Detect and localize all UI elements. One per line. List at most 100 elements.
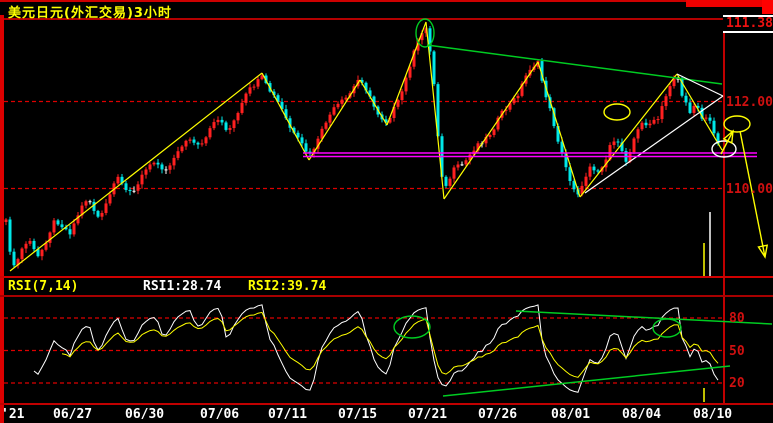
candle-body (28, 240, 32, 244)
yellow-highlight-ellipse (603, 103, 631, 121)
candle-body (48, 232, 52, 243)
candle-body (360, 79, 364, 83)
candle-body (388, 117, 392, 123)
candle-body (160, 164, 164, 170)
candle-body (276, 95, 280, 102)
candle-body (564, 153, 568, 168)
candle-body (336, 103, 340, 108)
candle-body (184, 140, 188, 147)
yellow-trendline (261, 72, 310, 161)
candle-body (132, 190, 136, 192)
white-trendline (584, 95, 724, 194)
candle-body (328, 114, 332, 123)
candle-body (8, 219, 12, 252)
candle-body (304, 143, 308, 152)
candle-body (648, 123, 652, 126)
candle-body (188, 139, 192, 141)
yellow-trendline (425, 21, 445, 200)
yellow-trendline (359, 79, 388, 126)
candle-body (16, 259, 20, 266)
candle-body (124, 183, 128, 190)
candle-body (652, 119, 656, 124)
candle-body (684, 95, 688, 103)
candle-body (540, 61, 544, 81)
candle-body (560, 141, 564, 154)
gridlines (4, 100, 723, 384)
arrow-head (757, 244, 769, 259)
candle-body (116, 176, 120, 184)
candle-body (580, 185, 584, 195)
candle-body (152, 162, 156, 165)
candle-body (508, 103, 512, 110)
candle-body (216, 119, 220, 123)
candle-body (556, 126, 560, 142)
candle-body (148, 164, 152, 170)
yellow-highlight-ellipse (723, 115, 751, 133)
candle-body (224, 122, 228, 130)
candle-body (704, 117, 708, 119)
candle-body (108, 194, 112, 204)
candle-body (404, 77, 408, 92)
candle-body (172, 157, 176, 166)
candle-body (396, 100, 400, 107)
candle-body (84, 201, 88, 206)
candle-body (432, 51, 436, 85)
candle-body (4, 219, 8, 222)
candle-body (668, 86, 672, 97)
candle-body (312, 148, 316, 154)
yellow-trendline (308, 79, 361, 161)
candle-body (468, 154, 472, 161)
candle-body (548, 97, 552, 109)
arrow-annotation (720, 129, 734, 155)
candle-body (460, 164, 464, 166)
candle-body (664, 96, 668, 107)
candle-body (368, 90, 372, 97)
candle-body (332, 107, 336, 115)
candle-body (708, 117, 712, 121)
candle-body (692, 105, 696, 113)
candle-body (220, 119, 224, 123)
candle-body (640, 122, 644, 130)
green-trendline (426, 44, 723, 85)
candle-body (40, 249, 44, 257)
green-highlight-ellipse (393, 315, 431, 339)
candle-body (620, 142, 624, 152)
candle-body (252, 86, 256, 88)
rsi1-line (33, 304, 719, 393)
candle-body (100, 212, 104, 217)
candle-body (128, 189, 132, 192)
candle-body (672, 78, 676, 87)
candle-body (292, 127, 296, 133)
candle-body (520, 83, 524, 96)
candle-body (104, 203, 108, 213)
candle-body (240, 102, 244, 113)
yellow-trendline (386, 21, 427, 126)
rsi2-line (61, 311, 719, 378)
candle-body (696, 105, 700, 108)
green-highlight-ellipse (652, 318, 682, 338)
candle-body (344, 97, 348, 100)
candle-body (364, 82, 368, 91)
candle-body (300, 137, 304, 144)
candle-body (92, 201, 96, 211)
candle-body (416, 40, 420, 51)
candle-body (260, 75, 264, 80)
candle-body (452, 167, 456, 179)
candle-body (504, 109, 508, 111)
candle-body (444, 176, 448, 186)
candle-body (436, 84, 440, 137)
candle-body (24, 243, 28, 249)
candle-body (700, 107, 704, 119)
annotations (9, 18, 773, 402)
yellow-trendline (9, 72, 263, 272)
candle-body (68, 229, 72, 235)
yellow-trendline (579, 73, 678, 198)
candle-body (516, 95, 520, 99)
candle-body (400, 91, 404, 101)
candle-body (420, 33, 424, 41)
candle-body (36, 249, 40, 257)
candle-body (52, 220, 56, 233)
arrow-annotation (739, 130, 769, 259)
candle-body (244, 93, 248, 103)
